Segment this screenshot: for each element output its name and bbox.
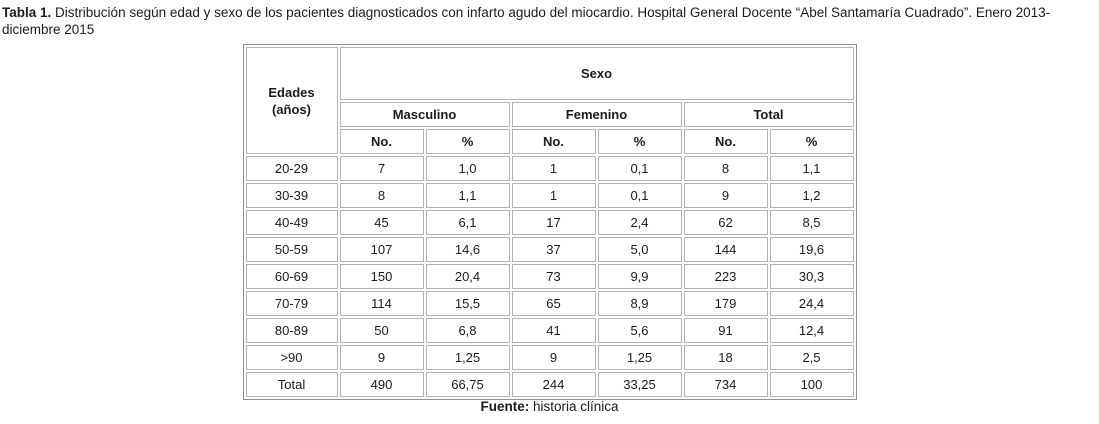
row-label: Total <box>245 372 338 397</box>
table-caption: Tabla 1. Distribución según edad y sexo … <box>2 4 1097 38</box>
table-row-90: >90 9 1,25 9 1,25 18 2,5 <box>245 345 854 370</box>
row-value-2: 73 <box>511 264 596 289</box>
row-value-2: 244 <box>511 372 596 397</box>
row-value-1: 20,4 <box>425 264 510 289</box>
row-value-4: 734 <box>683 372 768 397</box>
table-row-8089: 80-89 50 6,8 41 5,6 91 12,4 <box>245 318 854 343</box>
row-value-0: 150 <box>339 264 424 289</box>
table-row-6069: 60-69 150 20,4 73 9,9 223 30,3 <box>245 264 854 289</box>
table-row-7079: 70-79 114 15,5 65 8,9 179 24,4 <box>245 291 854 316</box>
row-value-4: 144 <box>683 237 768 262</box>
row-value-2: 9 <box>511 345 596 370</box>
row-value-0: 8 <box>339 183 424 208</box>
row-value-0: 45 <box>339 210 424 235</box>
row-label: 20-29 <box>245 156 338 181</box>
row-value-2: 1 <box>511 156 596 181</box>
row-value-0: 107 <box>339 237 424 262</box>
table-row-Total: Total 490 66,75 244 33,25 734 100 <box>245 372 854 397</box>
age-sex-distribution-table: Edades (años) Sexo Masculino Femenino Total… <box>242 44 857 400</box>
row-label: >90 <box>245 345 338 370</box>
row-value-5: 1,2 <box>769 183 854 208</box>
header-sexo: Sexo <box>339 47 854 100</box>
row-value-5: 24,4 <box>769 291 854 316</box>
header-sub-0: No. <box>339 129 424 154</box>
row-value-4: 179 <box>683 291 768 316</box>
row-value-1: 6,8 <box>425 318 510 343</box>
table-row-5059: 50-59 107 14,6 37 5,0 144 19,6 <box>245 237 854 262</box>
row-value-3: 5,6 <box>597 318 682 343</box>
row-value-1: 15,5 <box>425 291 510 316</box>
row-label: 50-59 <box>245 237 338 262</box>
row-value-1: 1,25 <box>425 345 510 370</box>
row-value-5: 8,5 <box>769 210 854 235</box>
row-value-1: 1,1 <box>425 183 510 208</box>
row-value-1: 6,1 <box>425 210 510 235</box>
row-value-2: 65 <box>511 291 596 316</box>
row-value-0: 114 <box>339 291 424 316</box>
row-value-5: 100 <box>769 372 854 397</box>
caption-text: Distribución según edad y sexo de los pa… <box>2 5 1051 37</box>
row-value-1: 14,6 <box>425 237 510 262</box>
row-value-5: 12,4 <box>769 318 854 343</box>
row-value-4: 91 <box>683 318 768 343</box>
table-row-3039: 30-39 8 1,1 1 0,1 9 1,2 <box>245 183 854 208</box>
row-value-3: 2,4 <box>597 210 682 235</box>
row-value-0: 7 <box>339 156 424 181</box>
row-label: 80-89 <box>245 318 338 343</box>
source-label: Fuente: <box>480 399 530 414</box>
header-sub-5: % <box>769 129 854 154</box>
header-group-masculino: Masculino <box>339 102 510 127</box>
row-value-0: 490 <box>339 372 424 397</box>
source-text: historia clínica <box>532 399 619 414</box>
header-sub-4: No. <box>683 129 768 154</box>
row-value-5: 1,1 <box>769 156 854 181</box>
row-value-0: 9 <box>339 345 424 370</box>
row-value-2: 41 <box>511 318 596 343</box>
row-label: 60-69 <box>245 264 338 289</box>
header-sub-3: % <box>597 129 682 154</box>
row-value-2: 17 <box>511 210 596 235</box>
row-value-3: 0,1 <box>597 156 682 181</box>
row-value-5: 2,5 <box>769 345 854 370</box>
caption-number: Tabla 1. <box>2 5 52 20</box>
header-edades-line1: Edades <box>268 84 315 100</box>
row-value-4: 18 <box>683 345 768 370</box>
header-group-total: Total <box>683 102 854 127</box>
row-value-3: 1,25 <box>597 345 682 370</box>
row-label: 30-39 <box>245 183 338 208</box>
header-group-femenino: Femenino <box>511 102 682 127</box>
table-row-4049: 40-49 45 6,1 17 2,4 62 8,5 <box>245 210 854 235</box>
row-value-3: 5,0 <box>597 237 682 262</box>
row-value-4: 9 <box>683 183 768 208</box>
row-label: 40-49 <box>245 210 338 235</box>
source-note: Fuente: historia clínica <box>0 398 1099 415</box>
header-sub-2: No. <box>511 129 596 154</box>
row-value-4: 8 <box>683 156 768 181</box>
table-row-2029: 20-29 7 1,0 1 0,1 8 1,1 <box>245 156 854 181</box>
row-value-5: 30,3 <box>769 264 854 289</box>
header-edades: Edades (años) <box>245 47 338 154</box>
row-value-1: 66,75 <box>425 372 510 397</box>
row-value-3: 33,25 <box>597 372 682 397</box>
row-value-3: 9,9 <box>597 264 682 289</box>
row-value-4: 62 <box>683 210 768 235</box>
row-label: 70-79 <box>245 291 338 316</box>
row-value-0: 50 <box>339 318 424 343</box>
row-value-2: 37 <box>511 237 596 262</box>
header-sub-1: % <box>425 129 510 154</box>
row-value-4: 223 <box>683 264 768 289</box>
row-value-5: 19,6 <box>769 237 854 262</box>
row-value-3: 8,9 <box>597 291 682 316</box>
row-value-2: 1 <box>511 183 596 208</box>
row-value-1: 1,0 <box>425 156 510 181</box>
table-container: Edades (años) Sexo Masculino Femenino Total… <box>0 44 1099 400</box>
header-edades-line2: (años) <box>272 101 311 117</box>
row-value-3: 0,1 <box>597 183 682 208</box>
